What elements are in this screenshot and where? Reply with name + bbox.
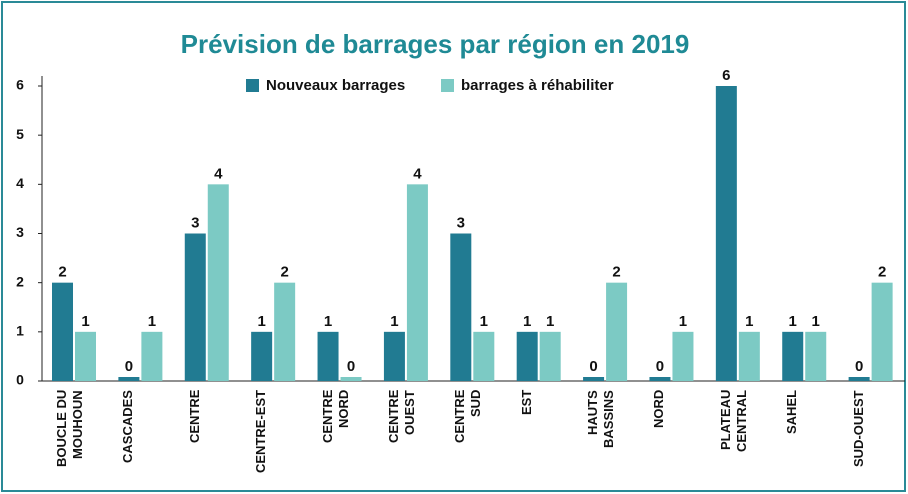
x-tick-label: BOUCLE DU MOUHOUN (54, 390, 85, 468)
x-tick-label: PLATEAU CENTRAL (717, 390, 749, 453)
value-label: 2 (280, 264, 288, 281)
bar (450, 233, 472, 381)
value-label: 0 (347, 358, 355, 375)
bar (52, 282, 73, 381)
value-label: 6 (722, 67, 730, 84)
x-tick-label: NORD (651, 390, 667, 429)
bar (715, 86, 737, 381)
y-tick-label: 2 (16, 273, 24, 289)
x-tick-label: CASCADES (120, 390, 136, 463)
bar (141, 331, 163, 381)
legend-swatch (441, 79, 454, 92)
bar (583, 377, 605, 381)
y-tick-label: 4 (16, 175, 24, 191)
y-tick-label: 3 (16, 224, 24, 240)
chart-title: Prévision de barrages par région en 2019 (181, 29, 690, 59)
value-label: 0 (589, 358, 597, 375)
value-label: 1 (257, 313, 265, 330)
legend-label: Nouveaux barrages (266, 77, 405, 94)
value-label: 2 (612, 264, 620, 281)
bar (207, 184, 229, 381)
y-tick-label: 0 (16, 372, 24, 388)
legend-swatch (246, 79, 259, 92)
value-label: 3 (457, 214, 465, 231)
value-label: 1 (745, 313, 753, 330)
bar (672, 331, 694, 381)
x-tick-label: HAUTS BASSINS (585, 390, 617, 448)
x-tick-label: CENTRE OUEST (385, 390, 417, 444)
value-label: 1 (812, 313, 820, 330)
x-tick-label: CENTRE NORD (319, 390, 351, 444)
bar (805, 331, 827, 381)
value-label: 2 (58, 264, 66, 281)
bar (848, 377, 870, 381)
x-tick-label: CENTRE SUD (452, 390, 484, 444)
y-tick-label: 6 (16, 77, 24, 93)
value-label: 4 (413, 165, 422, 182)
bar (516, 331, 538, 381)
bar (606, 282, 628, 381)
value-label: 0 (125, 358, 133, 375)
value-label: 1 (324, 313, 332, 330)
y-tick-label: 1 (16, 323, 24, 339)
bar (118, 377, 140, 381)
value-label: 3 (191, 214, 199, 231)
bar (184, 233, 206, 381)
value-label: 1 (480, 313, 488, 330)
bar (406, 184, 428, 381)
x-tick-label: CENTRE (186, 390, 202, 444)
x-tick-label: CENTRE-EST (253, 390, 269, 474)
value-label: 2 (878, 264, 886, 281)
value-label: 1 (523, 313, 531, 330)
bar (251, 331, 273, 381)
x-tick-label: SUD-OUEST (850, 390, 866, 467)
bar (738, 331, 760, 381)
value-label: 1 (546, 313, 554, 330)
legend-label: barrages à réhabiliter (461, 77, 614, 94)
bar (649, 377, 671, 381)
bar (317, 331, 339, 381)
bar (473, 331, 495, 381)
value-label: 1 (789, 313, 797, 330)
bar (539, 331, 561, 381)
value-label: 1 (148, 313, 156, 330)
bar (274, 282, 296, 381)
value-label: 0 (855, 358, 863, 375)
y-tick-label: 5 (16, 126, 24, 142)
bar (75, 331, 96, 381)
value-label: 1 (81, 313, 89, 330)
x-tick-label: EST (518, 390, 534, 416)
value-label: 1 (679, 313, 687, 330)
value-label: 4 (214, 165, 223, 182)
value-label: 1 (390, 313, 398, 330)
bar (383, 331, 405, 381)
bar (871, 282, 893, 381)
value-label: 0 (656, 358, 664, 375)
bar (782, 331, 804, 381)
bar (340, 377, 362, 381)
x-tick-label: SAHEL (784, 390, 800, 435)
